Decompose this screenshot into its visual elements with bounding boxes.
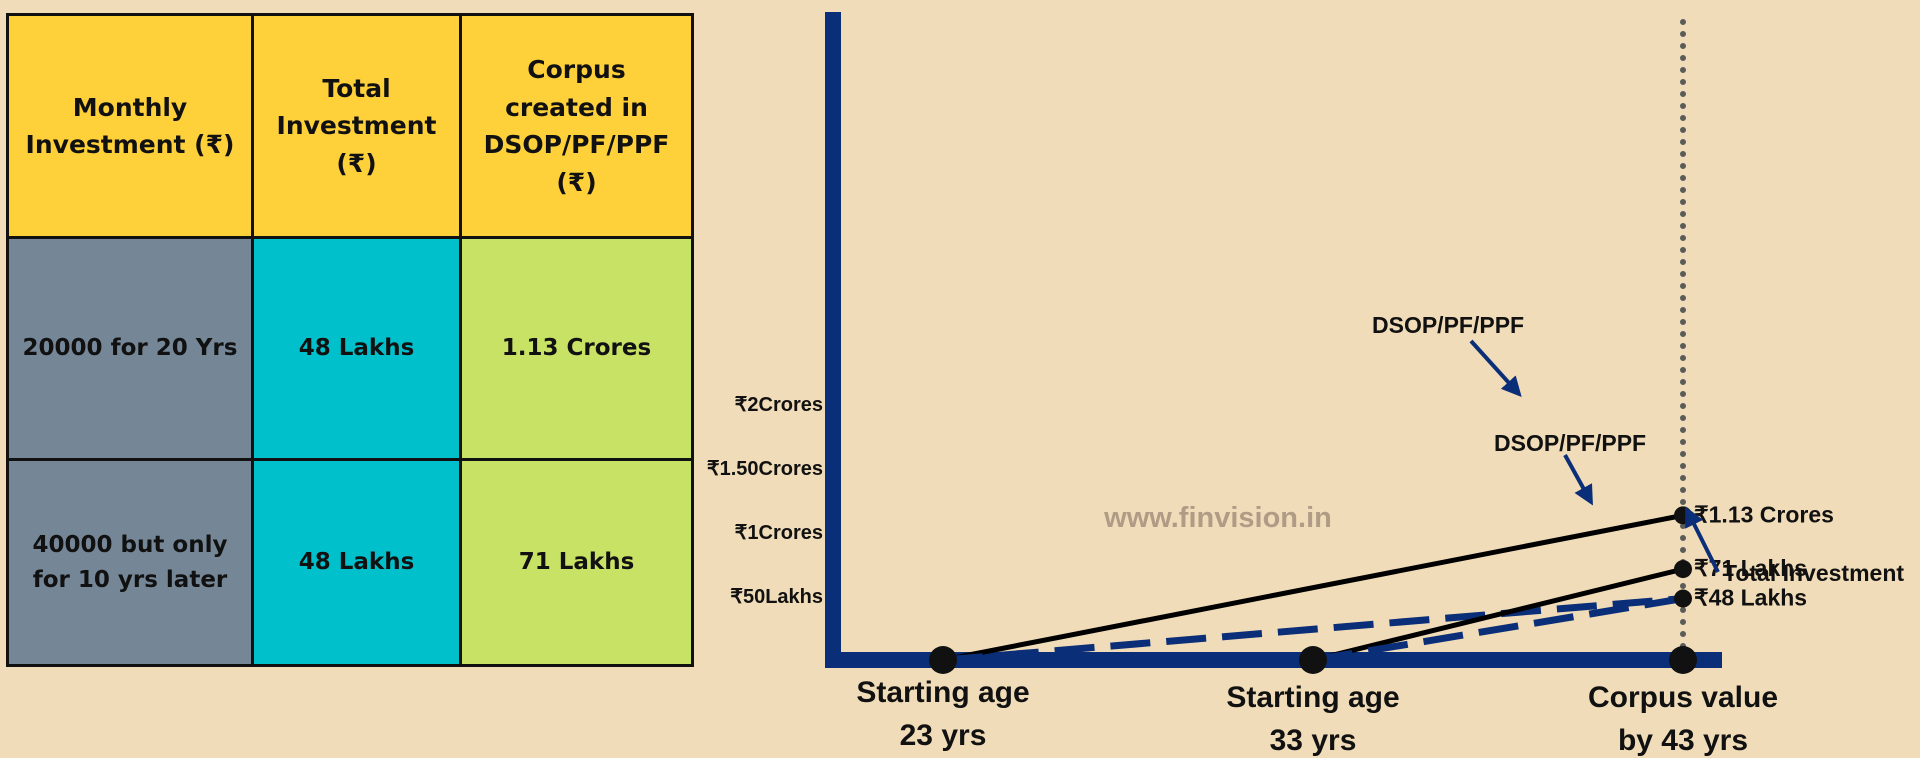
- cell-corpus: 1.13 Crores: [459, 236, 694, 461]
- start-point-marker: [1299, 646, 1327, 674]
- x-tick-label: Corpus value by 43 yrs: [1588, 681, 1778, 757]
- x-tick-label: Starting age 23 yrs: [856, 676, 1029, 752]
- table-row: 40000 but only for 10 yrs later 48 Lakhs…: [6, 458, 694, 667]
- x-tick-label: Starting age 33 yrs: [1226, 681, 1399, 757]
- cell-monthly-investment: 20000 for 20 Yrs: [6, 236, 254, 461]
- arrow-icon: [1469, 339, 1522, 397]
- watermark-text: www.finvision.in: [1103, 502, 1332, 534]
- start-point-marker: [1669, 646, 1697, 674]
- header-total-investment: Total Investment (₹): [251, 13, 462, 239]
- end-value-label: ₹1.13 Crores: [1694, 501, 1834, 527]
- total-investment-label: Total Investment: [1723, 560, 1904, 586]
- total-investment-line: [942, 595, 1684, 664]
- header-corpus-created: Corpus created in DSOP/PF/PPF (₹): [459, 13, 694, 239]
- dsop-lower-label: DSOP/PF/PPF: [1494, 430, 1646, 456]
- cell-total-investment: 48 Lakhs: [251, 236, 462, 461]
- arrow-icon: [1563, 454, 1593, 506]
- y-tick-label: ₹1.50Crores: [707, 458, 823, 480]
- dsop-line: [1312, 566, 1684, 663]
- dsop-upper-label: DSOP/PF/PPF: [1372, 312, 1524, 338]
- y-tick-label: ₹50Lakhs: [730, 586, 823, 608]
- end-point-marker: [1674, 589, 1692, 608]
- start-point-marker: [929, 646, 957, 674]
- cell-total-investment: 48 Lakhs: [251, 458, 462, 667]
- end-point-marker: [1674, 560, 1692, 579]
- y-tick-label: ₹1Crores: [735, 522, 823, 544]
- y-tick-label: ₹2Crores: [735, 394, 823, 416]
- table-row: 20000 for 20 Yrs 48 Lakhs 1.13 Crores: [6, 236, 694, 461]
- cell-corpus: 71 Lakhs: [459, 458, 694, 667]
- total-investment-line: [1312, 595, 1684, 664]
- arrow-icon: [1685, 506, 1720, 573]
- end-value-label: ₹48 Lakhs: [1694, 585, 1807, 611]
- header-monthly-investment: Monthly Investment (₹): [6, 13, 254, 239]
- cell-monthly-investment: 40000 but only for 10 yrs later: [6, 458, 254, 667]
- dsop-line: [942, 512, 1684, 663]
- table-header-row: Monthly Investment (₹) Total Investment …: [6, 13, 694, 239]
- comparison-table: Monthly Investment (₹) Total Investment …: [6, 13, 694, 667]
